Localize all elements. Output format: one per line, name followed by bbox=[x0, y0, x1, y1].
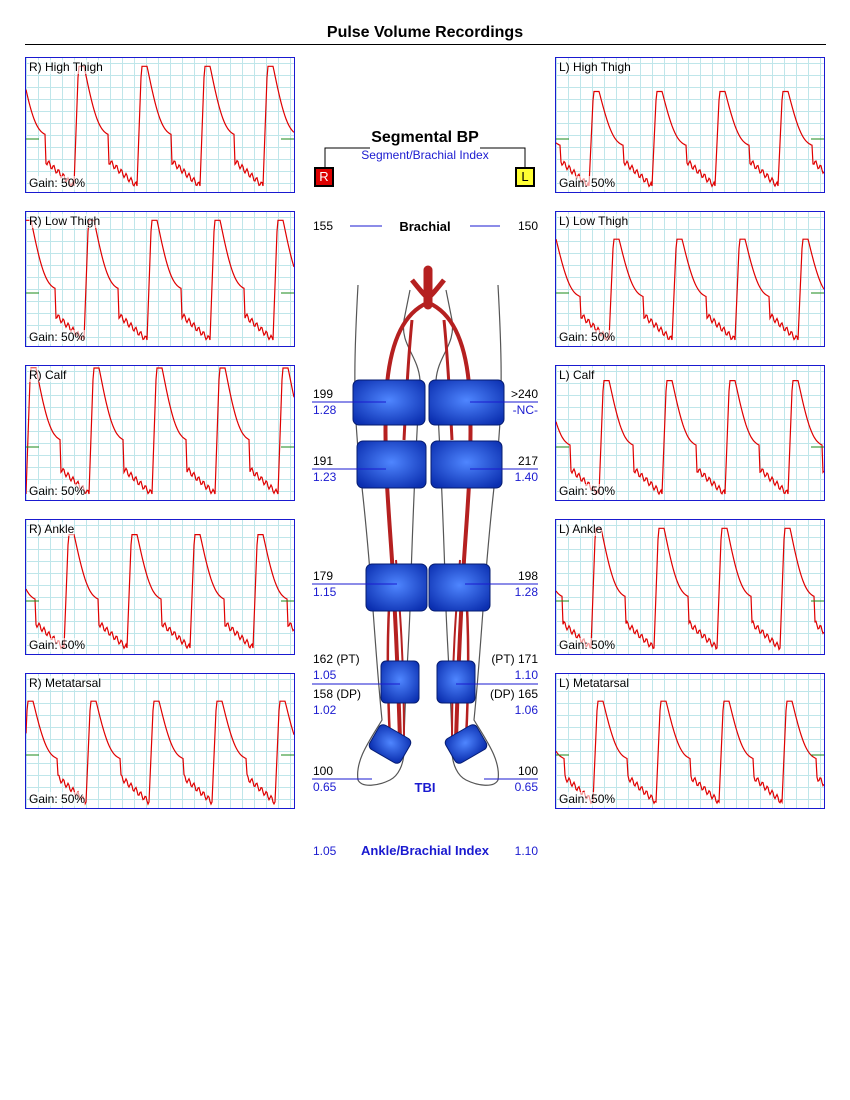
panel-gain: Gain: 50% bbox=[29, 638, 86, 652]
high-thigh-right-index: 1.28 bbox=[313, 403, 337, 417]
panel-label: R) Low Thigh bbox=[29, 214, 101, 228]
title-divider bbox=[25, 44, 826, 45]
pulse-waveform bbox=[26, 367, 294, 495]
panel-gain: Gain: 50% bbox=[559, 176, 616, 190]
pulse-waveform bbox=[556, 527, 824, 651]
pulse-waveform bbox=[26, 219, 294, 341]
brachial-label: Brachial bbox=[399, 219, 451, 234]
toe-left-bp: 100 bbox=[517, 764, 538, 778]
ankle-right-pt-bp: 162 (PT) bbox=[313, 652, 360, 666]
pvr-panel-r-calf: R) Calf Gain: 50% bbox=[25, 365, 295, 501]
low-thigh-left-index: 1.40 bbox=[514, 470, 538, 484]
ankle-right-dp-bp: 158 (DP) bbox=[313, 687, 362, 701]
pvr-panel-l-ankle: L) Ankle Gain: 50% bbox=[555, 519, 825, 655]
right-side-box: R bbox=[314, 167, 334, 187]
panel-label: L) Low Thigh bbox=[559, 214, 629, 228]
pulse-waveform bbox=[556, 700, 824, 805]
pvr-panel-l-low-thigh: L) Low Thigh Gain: 50% bbox=[555, 211, 825, 347]
low-thigh-right-bp: 191 bbox=[313, 454, 334, 468]
segmental-bp-title: Segmental BP bbox=[371, 129, 479, 146]
toe-right-bp: 100 bbox=[313, 764, 334, 778]
abi-left-value: 1.10 bbox=[514, 844, 538, 858]
toe-right-index: 0.65 bbox=[313, 780, 337, 794]
abi-right-value: 1.05 bbox=[313, 844, 337, 858]
high-thigh-left-index: -NC- bbox=[512, 403, 538, 417]
pulse-waveform bbox=[556, 380, 824, 496]
panel-gain: Gain: 50% bbox=[559, 330, 616, 344]
toe-left-index: 0.65 bbox=[514, 780, 538, 794]
page-title: Pulse Volume Recordings bbox=[326, 24, 524, 41]
high-thigh-left-bp: >240 bbox=[510, 387, 538, 401]
panel-gain: Gain: 50% bbox=[559, 638, 616, 652]
panel-gain: Gain: 50% bbox=[29, 792, 86, 806]
ankle-left-dp-index: 1.06 bbox=[514, 703, 538, 717]
panel-label: L) Metatarsal bbox=[559, 676, 630, 690]
calf-right-bp: 179 bbox=[313, 569, 334, 583]
abi-label: Ankle/Brachial Index bbox=[361, 843, 489, 858]
legs-diagram bbox=[312, 147, 538, 786]
pvr-panel-r-metatarsal: R) Metatarsal Gain: 50% bbox=[25, 673, 295, 809]
brachial-left-value: 150 bbox=[518, 219, 539, 233]
ankle-left-pt-index: 1.10 bbox=[514, 668, 538, 682]
panel-label: R) High Thigh bbox=[29, 60, 103, 74]
panel-label: R) Metatarsal bbox=[29, 676, 102, 690]
pvr-panel-r-low-thigh: R) Low Thigh Gain: 50% bbox=[25, 211, 295, 347]
pvr-panel-l-high-thigh: L) High Thigh Gain: 50% bbox=[555, 57, 825, 193]
pulse-waveform bbox=[556, 238, 824, 341]
panel-label: L) Ankle bbox=[559, 522, 603, 536]
pvr-panel-r-ankle: R) Ankle Gain: 50% bbox=[25, 519, 295, 655]
panel-label: L) Calf bbox=[559, 368, 595, 382]
panel-label: R) Ankle bbox=[29, 522, 75, 536]
ankle-left-dp-bp: (DP) 165 bbox=[489, 687, 538, 701]
pvr-panel-l-calf: L) Calf Gain: 50% bbox=[555, 365, 825, 501]
pulse-waveform bbox=[26, 700, 294, 806]
panel-gain: Gain: 50% bbox=[559, 792, 616, 806]
pulse-waveform bbox=[556, 90, 824, 188]
calf-left-bp: 198 bbox=[517, 569, 538, 583]
tbi-label: TBI bbox=[414, 780, 436, 795]
pvr-panel-l-metatarsal: L) Metatarsal Gain: 50% bbox=[555, 673, 825, 809]
brachial-right-value: 155 bbox=[313, 219, 334, 233]
calf-right-index: 1.15 bbox=[313, 585, 337, 599]
segmental-bp-subtitle: Segment/Brachial Index bbox=[361, 148, 489, 162]
ankle-right-pt-index: 1.05 bbox=[313, 668, 337, 682]
panel-gain: Gain: 50% bbox=[29, 176, 86, 190]
low-thigh-left-bp: 217 bbox=[517, 454, 538, 468]
ankle-left-pt-bp: (PT) 171 bbox=[491, 652, 538, 666]
panel-gain: Gain: 50% bbox=[29, 484, 86, 498]
calf-left-index: 1.28 bbox=[514, 585, 538, 599]
low-thigh-right-index: 1.23 bbox=[313, 470, 337, 484]
high-thigh-right-bp: 199 bbox=[313, 387, 334, 401]
pvr-panel-r-high-thigh: R) High Thigh Gain: 50% bbox=[25, 57, 295, 193]
panel-gain: Gain: 50% bbox=[29, 330, 86, 344]
panel-label: L) High Thigh bbox=[559, 60, 631, 74]
pulse-waveform bbox=[26, 65, 294, 188]
ankle-right-dp-index: 1.02 bbox=[313, 703, 337, 717]
pulse-waveform bbox=[26, 534, 294, 650]
panel-gain: Gain: 50% bbox=[559, 484, 616, 498]
panel-label: R) Calf bbox=[29, 368, 67, 382]
